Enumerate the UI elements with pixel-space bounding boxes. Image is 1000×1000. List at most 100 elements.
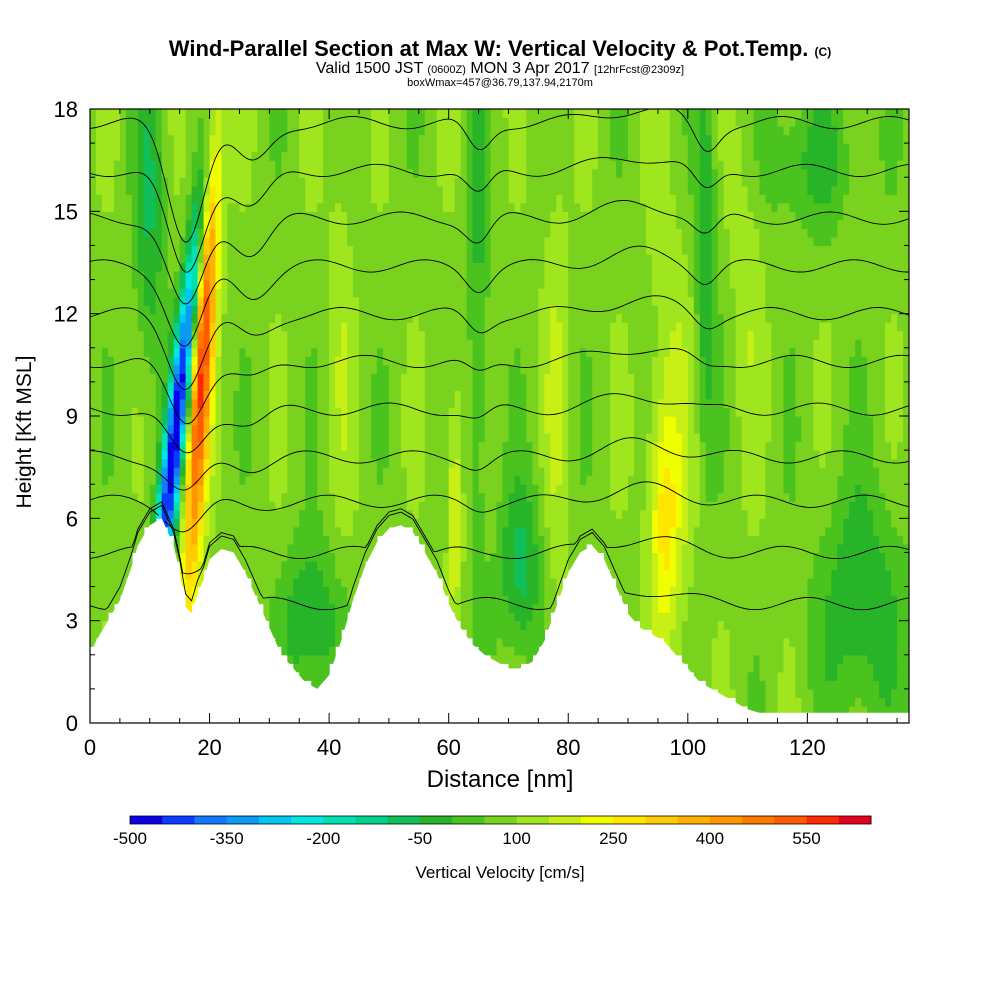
velocity-cell	[311, 390, 318, 400]
velocity-cell	[251, 288, 258, 298]
velocity-cell	[269, 305, 276, 315]
velocity-cell	[191, 279, 199, 289]
velocity-cell	[514, 236, 521, 246]
velocity-cell	[502, 484, 510, 494]
velocity-cell	[550, 364, 557, 374]
velocity-cell	[586, 330, 593, 340]
velocity-cell	[275, 228, 282, 238]
velocity-cell	[341, 185, 348, 195]
velocity-cell	[592, 441, 599, 451]
velocity-cell	[562, 509, 569, 519]
velocity-cell	[454, 151, 462, 161]
velocity-cell	[586, 305, 593, 315]
velocity-cell	[239, 271, 247, 281]
velocity-cell	[436, 160, 444, 170]
velocity-cell	[96, 202, 103, 212]
velocity-cell	[263, 288, 270, 298]
velocity-cell	[227, 211, 235, 221]
velocity-cell	[305, 160, 312, 170]
velocity-cell	[173, 398, 181, 408]
velocity-cell	[562, 330, 569, 340]
velocity-cell	[371, 313, 378, 323]
velocity-cell	[472, 296, 480, 306]
velocity-cell	[311, 484, 318, 494]
velocity-cell	[478, 509, 486, 519]
velocity-cell	[102, 211, 109, 221]
velocity-cell	[131, 254, 139, 264]
velocity-cell	[227, 526, 235, 536]
velocity-cell	[161, 288, 169, 298]
velocity-cell	[287, 356, 294, 366]
velocity-cell	[335, 126, 342, 136]
velocity-cell	[448, 390, 456, 400]
velocity-cell	[538, 535, 545, 545]
velocity-cell	[257, 586, 264, 596]
velocity-cell	[317, 629, 324, 639]
velocity-cell	[466, 586, 474, 596]
velocity-cell	[203, 364, 211, 374]
velocity-cell	[520, 330, 527, 340]
velocity-cell	[197, 322, 205, 332]
velocity-cell	[484, 126, 492, 136]
velocity-cell	[347, 185, 354, 195]
velocity-cell	[436, 305, 444, 315]
velocity-cell	[347, 467, 354, 477]
velocity-cell	[173, 160, 181, 170]
velocity-cell	[550, 552, 557, 562]
velocity-cell	[424, 305, 432, 315]
velocity-cell	[448, 245, 456, 255]
velocity-cell	[113, 450, 121, 460]
velocity-cell	[359, 501, 366, 511]
velocity-cell	[418, 219, 426, 229]
velocity-cell	[394, 313, 402, 323]
velocity-cell	[191, 271, 199, 281]
velocity-cell	[442, 364, 450, 374]
velocity-cell	[269, 202, 276, 212]
velocity-cell	[365, 518, 372, 528]
velocity-cell	[550, 501, 557, 511]
velocity-cell	[245, 305, 252, 315]
velocity-cell	[233, 535, 241, 545]
velocity-cell	[508, 535, 516, 545]
velocity-cell	[257, 467, 264, 477]
velocity-cell	[131, 177, 139, 187]
velocity-cell	[418, 177, 426, 187]
velocity-cell	[323, 407, 330, 417]
velocity-cell	[143, 151, 151, 161]
velocity-cell	[550, 126, 557, 136]
velocity-cell	[394, 339, 402, 349]
velocity-cell	[436, 279, 444, 289]
velocity-cell	[388, 373, 396, 383]
velocity-cell	[526, 475, 533, 485]
velocity-cell	[215, 424, 223, 434]
velocity-cell	[580, 407, 587, 417]
velocity-cell	[227, 467, 235, 477]
velocity-cell	[311, 595, 318, 605]
velocity-cell	[341, 236, 348, 246]
velocity-cell	[107, 322, 115, 332]
velocity-cell	[466, 509, 474, 519]
velocity-cell	[568, 271, 575, 281]
velocity-cell	[496, 646, 504, 656]
velocity-cell	[119, 143, 127, 153]
velocity-cell	[598, 381, 605, 391]
velocity-cell	[574, 228, 581, 238]
velocity-cell	[514, 211, 521, 221]
velocity-cell	[538, 526, 545, 536]
velocity-cell	[107, 535, 115, 545]
velocity-cell	[484, 330, 492, 340]
velocity-cell	[155, 202, 163, 212]
velocity-cell	[562, 143, 569, 153]
velocity-cell	[412, 202, 420, 212]
velocity-cell	[329, 279, 336, 289]
velocity-cell	[215, 398, 223, 408]
velocity-cell	[269, 347, 276, 357]
velocity-cell	[466, 134, 474, 144]
velocity-cell	[191, 168, 199, 178]
velocity-cell	[119, 134, 127, 144]
velocity-cell	[538, 637, 545, 647]
velocity-cell	[436, 151, 444, 161]
velocity-cell	[287, 450, 294, 460]
velocity-cell	[191, 467, 199, 477]
velocity-cell	[149, 484, 157, 494]
